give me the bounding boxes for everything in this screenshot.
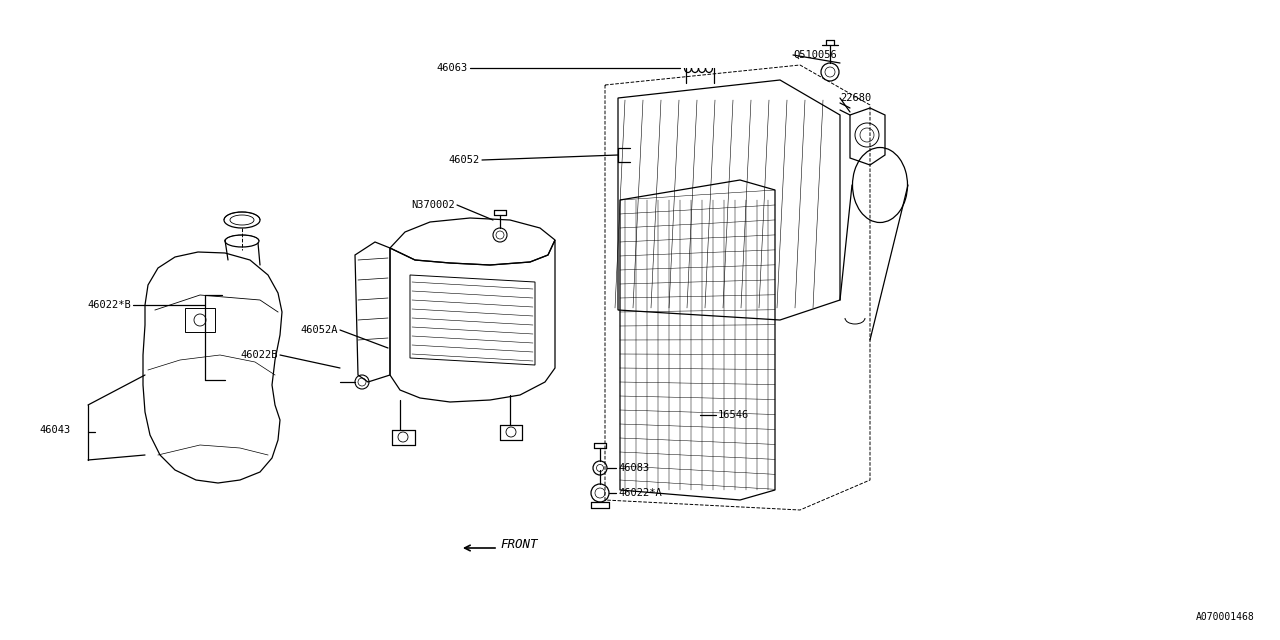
Text: 46043: 46043 — [38, 425, 70, 435]
Text: 46063: 46063 — [436, 63, 468, 73]
Text: 46022*A: 46022*A — [618, 488, 662, 498]
Text: N370002: N370002 — [411, 200, 454, 210]
Text: 46083: 46083 — [618, 463, 649, 473]
Text: 22680: 22680 — [840, 93, 872, 103]
Text: 46052: 46052 — [449, 155, 480, 165]
Text: FRONT: FRONT — [500, 538, 538, 552]
Text: 46022B: 46022B — [241, 350, 278, 360]
Text: 16546: 16546 — [718, 410, 749, 420]
Text: 46022*B: 46022*B — [87, 300, 131, 310]
Text: 46052A: 46052A — [301, 325, 338, 335]
Text: Q510056: Q510056 — [794, 50, 837, 60]
Text: A070001468: A070001468 — [1197, 612, 1254, 622]
